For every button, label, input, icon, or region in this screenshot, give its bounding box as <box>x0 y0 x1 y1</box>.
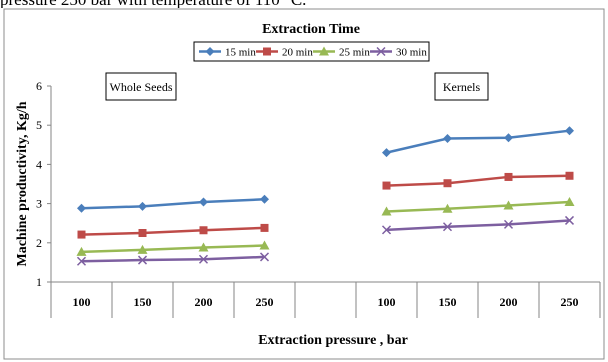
data-point-x-stroke <box>198 254 209 264</box>
data-point-x <box>259 252 270 262</box>
data-point-x-stroke <box>503 219 514 229</box>
y-tick-label: 1 <box>36 275 42 289</box>
data-point-triangle <box>76 246 87 256</box>
header-text-fragment: pressure 250 bar with temperature of 110… <box>0 0 608 8</box>
x-tick-label: 250 <box>256 295 274 309</box>
data-point-triangle <box>503 200 514 210</box>
data-point-diamond <box>260 194 269 204</box>
data-point-triangle <box>564 197 575 207</box>
data-point-square <box>138 229 147 237</box>
x-tick-label: 200 <box>500 295 518 309</box>
legend-item: 15 min <box>199 47 256 59</box>
data-point-x <box>503 219 514 229</box>
data-point-x-stroke <box>381 225 392 235</box>
data-point-x-stroke <box>564 215 575 225</box>
data-point-square <box>504 172 513 181</box>
data-point-x <box>381 225 392 235</box>
data-point-x <box>564 215 575 225</box>
legend-item: 30 min <box>370 47 427 59</box>
x-tick-label: 100 <box>73 295 91 309</box>
data-point-diamond <box>77 203 86 213</box>
y-axis-title: Machine productivity, Kg/h <box>15 101 30 266</box>
group-kernels <box>381 126 575 235</box>
x-tick-label: 150 <box>134 295 152 309</box>
series-line-30-min <box>386 219 570 232</box>
legend-item: 20 min <box>256 47 313 59</box>
data-point-x-stroke <box>76 256 87 266</box>
data-point-diamond <box>138 201 147 211</box>
series-line-20-min <box>386 174 570 187</box>
data-point-x <box>376 46 386 57</box>
y-tick-label: 6 <box>36 79 42 93</box>
legend-item: 25 min <box>313 46 370 59</box>
series-line-25-min <box>81 244 265 254</box>
legend: 15 min 20 min 25 min 30 min <box>193 41 430 62</box>
legend-label: 25 min <box>339 47 370 59</box>
data-point-square <box>260 223 269 232</box>
data-point-square <box>77 230 86 239</box>
data-point-square <box>263 47 271 56</box>
series-line-25-min <box>386 200 570 213</box>
x-tick-label: 200 <box>195 295 213 309</box>
y-tick-label: 4 <box>36 157 42 171</box>
group-label: Kernels <box>443 80 481 94</box>
data-point-x <box>137 255 148 265</box>
chart-title: Extraction Time <box>262 22 360 37</box>
group-labels: Whole Seeds Kernels <box>105 72 489 101</box>
data-point-diamond <box>382 148 391 158</box>
data-point-x-stroke <box>442 222 453 232</box>
legend-label: 30 min <box>396 47 427 59</box>
data-point-diamond <box>565 126 574 136</box>
data-point-x <box>198 254 209 264</box>
axes: 1 2 3 4 5 6 100 150 200 250 100 150 200 250 <box>36 79 601 318</box>
series-line-15-min <box>386 129 570 154</box>
data-point-diamond <box>205 47 215 56</box>
data-point-x <box>442 222 453 232</box>
data-point-square <box>443 179 452 188</box>
x-axis-title: Extraction pressure , bar <box>258 333 408 348</box>
series-line-20-min <box>81 226 265 236</box>
series-line-15-min <box>81 198 265 210</box>
data-point-diamond <box>504 133 513 143</box>
series-layer <box>76 126 575 266</box>
data-point-triangle <box>442 203 453 213</box>
group-label-box <box>105 72 177 101</box>
data-point-triangle <box>259 240 270 250</box>
data-point-triangle <box>319 46 329 56</box>
group-label-box <box>434 72 489 101</box>
data-point-x-stroke <box>376 46 386 57</box>
data-point-square <box>565 171 574 180</box>
data-point-x-stroke <box>259 252 270 262</box>
data-point-triangle <box>198 242 209 252</box>
legend-label: 20 min <box>282 47 313 59</box>
data-point-diamond <box>199 197 208 207</box>
series-line-30-min <box>81 255 265 263</box>
data-point-triangle <box>381 206 392 216</box>
legend-label: 15 min <box>225 47 256 59</box>
group-whole-seeds <box>76 194 270 266</box>
data-point-x-stroke <box>137 255 148 265</box>
x-tick-label: 100 <box>378 295 396 309</box>
group-label: Whole Seeds <box>110 80 173 94</box>
data-point-triangle <box>137 244 148 254</box>
legend-box <box>193 41 430 62</box>
y-tick-label: 5 <box>36 118 42 132</box>
y-tick-label: 3 <box>36 197 42 211</box>
data-point-square <box>382 181 391 190</box>
x-tick-label: 250 <box>561 295 579 309</box>
y-tick-label: 2 <box>36 236 42 250</box>
data-point-x <box>76 256 87 266</box>
data-point-diamond <box>443 134 452 144</box>
data-point-square <box>199 226 208 235</box>
chart-frame <box>3 8 605 360</box>
x-tick-label: 150 <box>439 295 457 309</box>
